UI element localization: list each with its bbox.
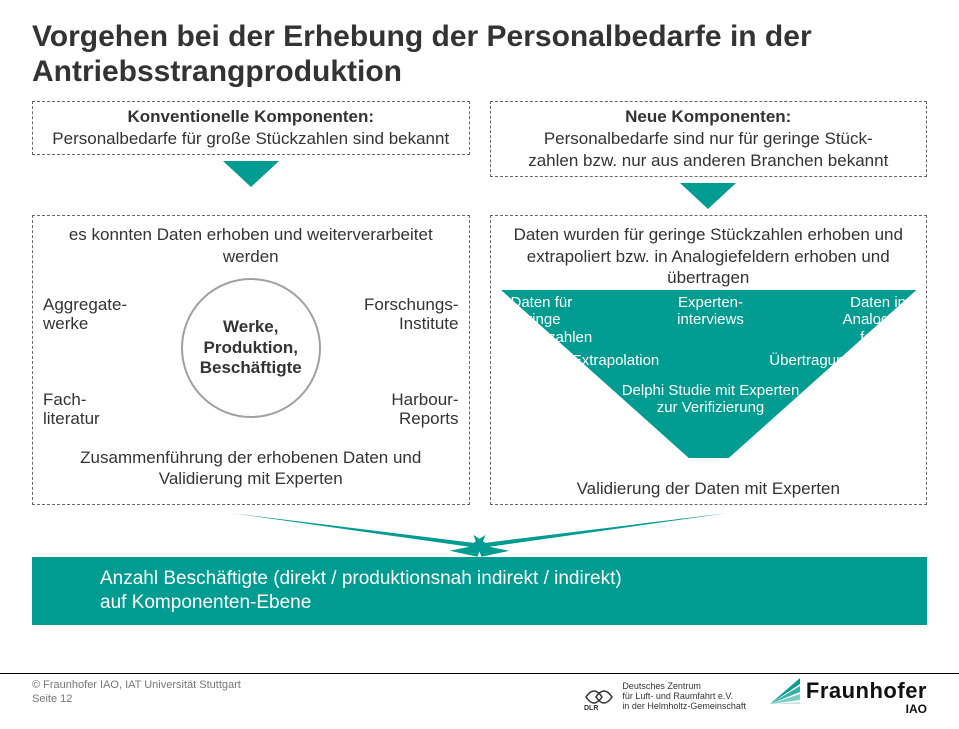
v-mid-left: Extrapolation — [551, 352, 681, 369]
right-box-text: Personalbedarfe sind nur für geringe Stü… — [501, 128, 917, 172]
footer-page: Seite 12 — [32, 692, 241, 706]
left-arrow-down-icon — [223, 161, 279, 187]
footer-copyright: © Fraunhofer IAO, IAT Universität Stuttg… — [32, 678, 241, 692]
slide-footer: © Fraunhofer IAO, IAT Universität Stuttg… — [0, 673, 959, 723]
dlr-text: Deutsches Zentrum für Luft- und Raumfahr… — [622, 682, 746, 712]
panels-row: es konnten Daten erhoben und weiterverar… — [32, 215, 927, 505]
fraunhofer-logo: Fraunhofer IAO — [770, 678, 927, 716]
v-top-right: Daten in Analogie- feldern — [796, 294, 906, 346]
footer-credits: © Fraunhofer IAO, IAT Universität Stuttg… — [32, 678, 241, 707]
slide-title: Vorgehen bei der Erhebung der Personalbe… — [32, 20, 927, 89]
left-corner-tl: Aggregate- werke — [43, 295, 163, 334]
left-circle-diagram: Aggregate- werke Forschungs- Institute F… — [43, 273, 459, 443]
top-boxes-row: Konventionelle Komponenten: Personalbeda… — [32, 101, 927, 215]
left-panel-bottom: Zusammenführung der erhobenen Daten und … — [43, 447, 459, 490]
dlr-logo: DLR Deutsches Zentrum für Luft- und Raum… — [582, 682, 746, 712]
result-strip: Anzahl Beschäftigte (direkt / produktion… — [32, 557, 927, 625]
left-box-heading: Konventionelle Komponenten: — [43, 106, 459, 128]
right-context-box: Neue Komponenten: Personalbedarfe sind n… — [490, 101, 928, 177]
v-mid-right: Übertragung — [746, 352, 876, 369]
v-lower: Delphi Studie mit Experten zur Verifizie… — [591, 382, 831, 417]
merge-arrows — [32, 513, 927, 557]
left-context-box: Konventionelle Komponenten: Personalbeda… — [32, 101, 470, 155]
right-v-diagram: Daten für geringe Stückzahlen Experten- … — [501, 290, 917, 480]
right-panel-bottom: Validierung der Daten mit Experten — [501, 478, 917, 499]
left-corner-br: Harbour- Reports — [339, 390, 459, 429]
left-panel-head: es konnten Daten erhoben und weiterverar… — [43, 224, 459, 267]
result-text: Anzahl Beschäftigte (direkt / produktion… — [100, 568, 622, 613]
fraunhofer-mark-icon — [770, 678, 800, 704]
fraunhofer-word: Fraunhofer — [806, 678, 927, 704]
dlr-mark-icon: DLR — [582, 683, 616, 711]
left-corner-bl: Fach- literatur — [43, 390, 163, 429]
right-box-heading: Neue Komponenten: — [501, 106, 917, 128]
svg-text:DLR: DLR — [584, 705, 598, 711]
fraunhofer-sub: IAO — [906, 702, 927, 716]
left-center-circle: Werke, Produktion, Beschäftigte — [181, 278, 321, 418]
right-panel-head: Daten wurden für geringe Stückzahlen erh… — [501, 224, 917, 288]
left-box-text: Personalbedarfe für große Stückzahlen si… — [43, 128, 459, 150]
right-method-panel: Daten wurden für geringe Stückzahlen erh… — [490, 215, 928, 505]
left-method-panel: es konnten Daten erhoben und weiterverar… — [32, 215, 470, 505]
v-top-left: Daten für geringe Stückzahlen — [511, 294, 621, 346]
right-arrow-down-icon — [680, 183, 736, 209]
merge-arrows-icon — [32, 513, 927, 557]
left-corner-tr: Forschungs- Institute — [339, 295, 459, 334]
v-top-mid: Experten- interviews — [656, 294, 766, 329]
